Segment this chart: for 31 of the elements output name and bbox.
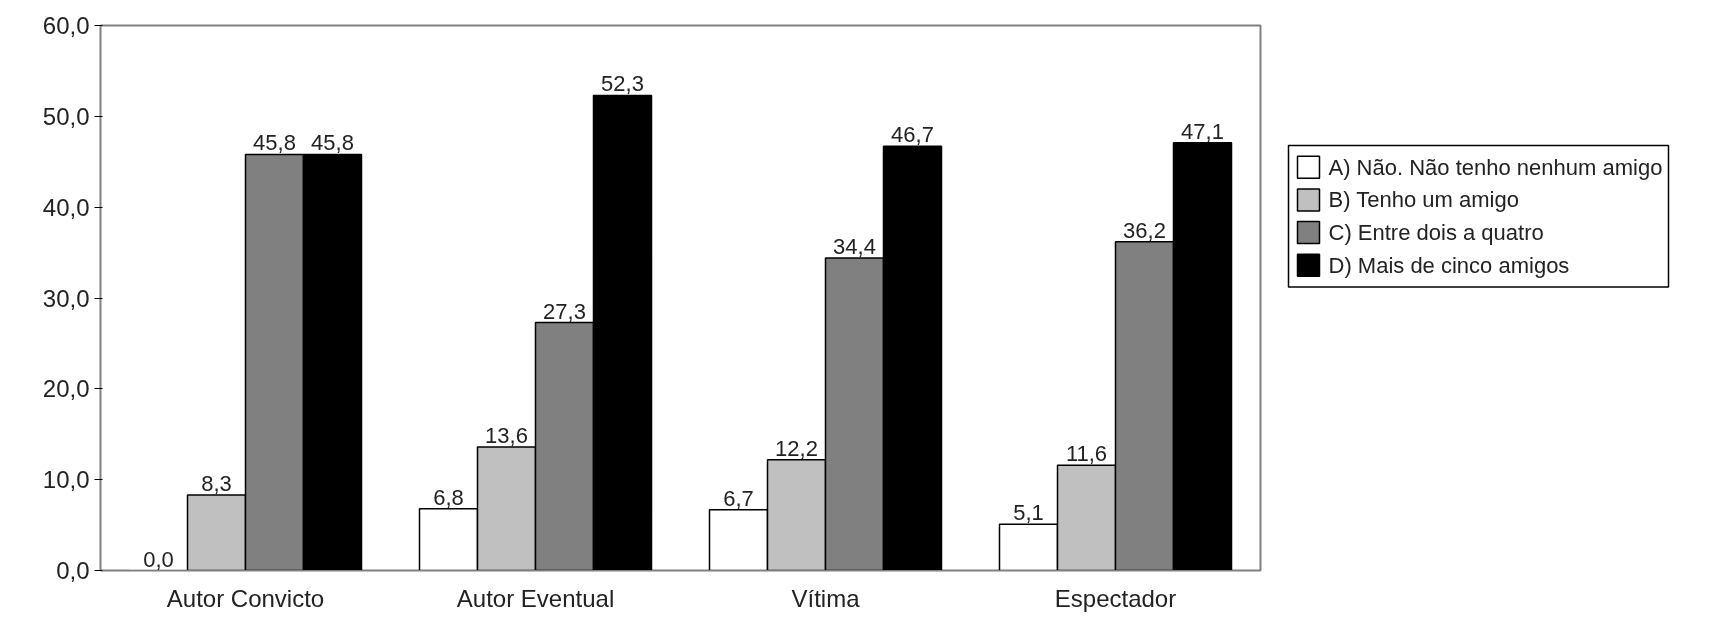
y-tick-label: 0,0 [56, 557, 90, 584]
legend-label: B) Tenho um amigo [1328, 187, 1519, 213]
data-label: 47,1 [1181, 118, 1224, 144]
data-label: 46,7 [891, 122, 934, 148]
legend-label: A) Não. Não tenho nenhum amigo [1328, 154, 1663, 180]
data-label: 45,8 [253, 130, 296, 156]
data-label: 45,8 [311, 130, 354, 156]
x-tick-label: Autor Eventual [456, 584, 615, 612]
y-tick-label: 10,0 [42, 466, 90, 494]
data-label: 13,6 [485, 422, 528, 448]
data-label: 12,2 [775, 435, 818, 461]
data-label: 27,3 [543, 298, 586, 324]
data-label: 0,0 [143, 546, 174, 572]
data-label: 6,8 [433, 484, 464, 510]
data-label: 8,3 [201, 471, 232, 497]
data-label: 5,1 [1013, 500, 1044, 526]
legend-label: C) Entre dois a quatro [1328, 220, 1544, 246]
data-label: 11,6 [1065, 441, 1108, 467]
y-tick-label: 40,0 [42, 193, 90, 221]
y-tick-label: 50,0 [42, 102, 90, 130]
data-label: 6,7 [723, 485, 754, 511]
data-label: 34,4 [833, 234, 876, 260]
legend-label: D) Mais de cinco amigos [1328, 252, 1570, 278]
y-tick-label: 30,0 [42, 284, 90, 312]
x-tick-label: Vítima [791, 584, 861, 612]
x-tick-label: Autor Convicto [166, 584, 325, 612]
data-label: 36,2 [1123, 217, 1166, 243]
y-tick-label: 60,0 [42, 12, 90, 39]
x-tick-label: Espectador [1054, 584, 1177, 612]
y-tick-label: 20,0 [42, 375, 90, 403]
data-label: 52,3 [601, 71, 644, 97]
